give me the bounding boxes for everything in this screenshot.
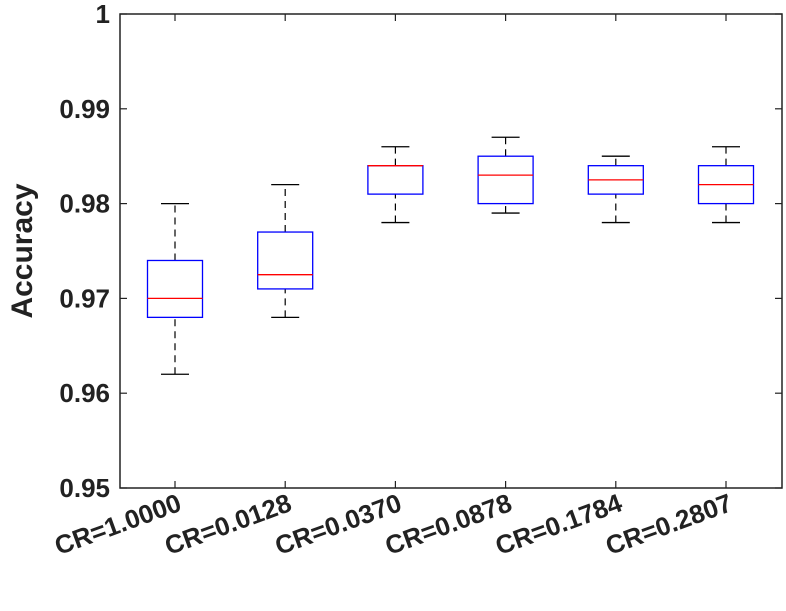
x-tick-label: CR=0.2807	[602, 487, 737, 560]
plot-area	[146, 136, 755, 375]
box-iqr	[257, 231, 314, 290]
box-6	[697, 146, 755, 224]
axes-frame	[119, 13, 783, 489]
y-tick-label: 1	[96, 0, 110, 29]
box-2	[257, 183, 314, 319]
x-tick-label: CR=0.1784	[491, 487, 626, 561]
box-iqr	[146, 259, 204, 319]
x-tick-label: CR=0.0128	[161, 487, 296, 560]
box-4	[477, 136, 534, 214]
box-iqr	[367, 165, 424, 195]
box-5	[587, 155, 644, 224]
box-iqr	[477, 155, 534, 205]
y-tick-label: 0.99	[59, 94, 110, 124]
y-tick-label: 0.98	[59, 189, 110, 219]
x-tick-label: CR=0.0878	[381, 487, 516, 560]
box-3	[367, 146, 424, 224]
box-1	[146, 202, 204, 375]
y-tick-label: 0.96	[59, 378, 110, 408]
x-tick-label: CR=0.0370	[271, 487, 406, 560]
y-axis-title: Accuracy	[6, 183, 39, 318]
y-tick-label: 0.95	[59, 473, 110, 503]
y-tick-label: 0.97	[59, 283, 110, 313]
